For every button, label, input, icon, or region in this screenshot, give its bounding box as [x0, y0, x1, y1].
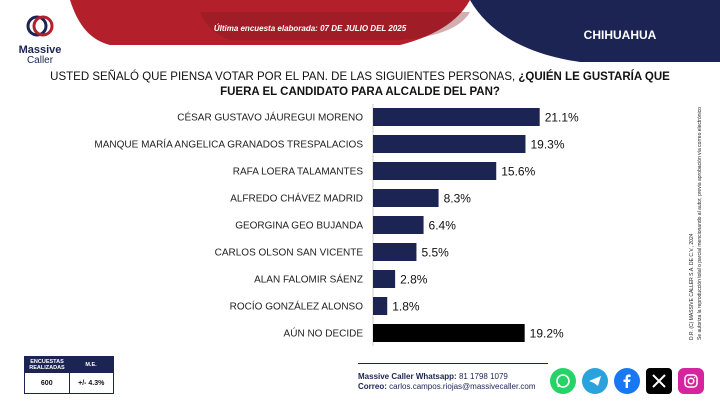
bar [373, 135, 526, 153]
logo-name: Massive [18, 44, 62, 56]
value-label: 21.1% [545, 111, 579, 125]
category-label: CARLOS OLSON SAN VICENTE [215, 248, 364, 259]
brand-logo: Massive Caller [18, 14, 62, 66]
bar-chart: CÉSAR GUSTAVO JÁUREGUI MORENO 21.1% MANQUE… [94, 104, 579, 346]
bar [373, 216, 424, 234]
category-label: CÉSAR GUSTAVO JÁUREGUI MORENO [177, 111, 363, 124]
question-text: USTED SEÑALÓ QUE PIENSA VOTAR POR EL PAN… [40, 70, 680, 100]
me-label: M.E. [85, 362, 97, 368]
question-part2: ¿QUIÉN LE GUSTARÍA QUE FUERA EL CANDIDAT… [220, 71, 670, 98]
bar [373, 270, 396, 288]
value-label: 1.8% [392, 300, 420, 314]
whatsapp-label: Massive Caller Whatsapp: [358, 372, 457, 381]
value-label: 15.6% [501, 165, 535, 179]
bar [373, 162, 497, 180]
me-value: +/- 4.3% [78, 379, 105, 387]
value-label: 6.4% [429, 219, 457, 233]
bar [373, 297, 388, 315]
category-label: ALAN FALOMIR SÁENZ [254, 273, 363, 286]
survey-stats: ENCUESTAS REALIZADAS M.E. 600 +/- 4.3% [24, 356, 114, 394]
whatsapp-icon[interactable] [550, 368, 576, 394]
category-label: RAFA LOERA TALAMANTES [233, 167, 364, 178]
copyright-line1: D.R. (C) MASSIVE CALLER S.A. DE C.V., 20… [689, 233, 695, 340]
footer-divider [358, 363, 548, 364]
bar [373, 108, 540, 126]
bar [373, 243, 417, 261]
header-banner [70, 0, 720, 62]
value-label: 8.3% [444, 192, 472, 206]
surveys-value: 600 [25, 373, 70, 393]
bar [373, 324, 525, 342]
bar [373, 189, 439, 207]
instagram-icon[interactable] [678, 368, 704, 394]
question-part1: USTED SEÑALÓ QUE PIENSA VOTAR POR EL PAN… [50, 71, 516, 83]
value-label: 19.2% [530, 327, 564, 341]
category-label: MANQUE MARÍA ANGELICA GRANADOS TRESPALAC… [94, 138, 363, 151]
facebook-icon[interactable] [614, 368, 640, 394]
email-address[interactable]: carlos.campos.riojas@massivecaller.com [389, 382, 536, 391]
copyright-line2: Se autoriza la reproducción total o parc… [697, 107, 703, 340]
category-label: GEORGINA GEO BUJANDA [235, 221, 363, 232]
value-label: 5.5% [421, 246, 449, 260]
category-label: ROCÍO GONZÁLEZ ALONSO [230, 300, 364, 313]
email-label: Correo: [358, 382, 387, 391]
surveys-label: ENCUESTAS REALIZADAS [29, 359, 65, 371]
contact-info: Massive Caller Whatsapp: 81 1798 1079 Co… [358, 372, 536, 392]
whatsapp-number[interactable]: 81 1798 1079 [458, 372, 508, 381]
survey-date: Última encuesta elaborada: 07 DE JULIO D… [213, 24, 407, 33]
telegram-icon[interactable] [582, 368, 608, 394]
value-label: 2.8% [400, 273, 428, 287]
x-icon[interactable] [646, 368, 672, 394]
region-label: CHIHUAHUA [583, 28, 657, 42]
massive-caller-logo-icon [26, 15, 54, 37]
category-label: ALFREDO CHÁVEZ MADRID [230, 192, 363, 205]
logo-sub: Caller [26, 55, 54, 66]
copyright-note: D.R. (C) MASSIVE CALLER S.A. DE C.V., 20… [675, 100, 705, 340]
value-label: 19.3% [530, 138, 564, 152]
category-label: AÚN NO DECIDE [284, 327, 364, 340]
social-links [550, 368, 704, 394]
